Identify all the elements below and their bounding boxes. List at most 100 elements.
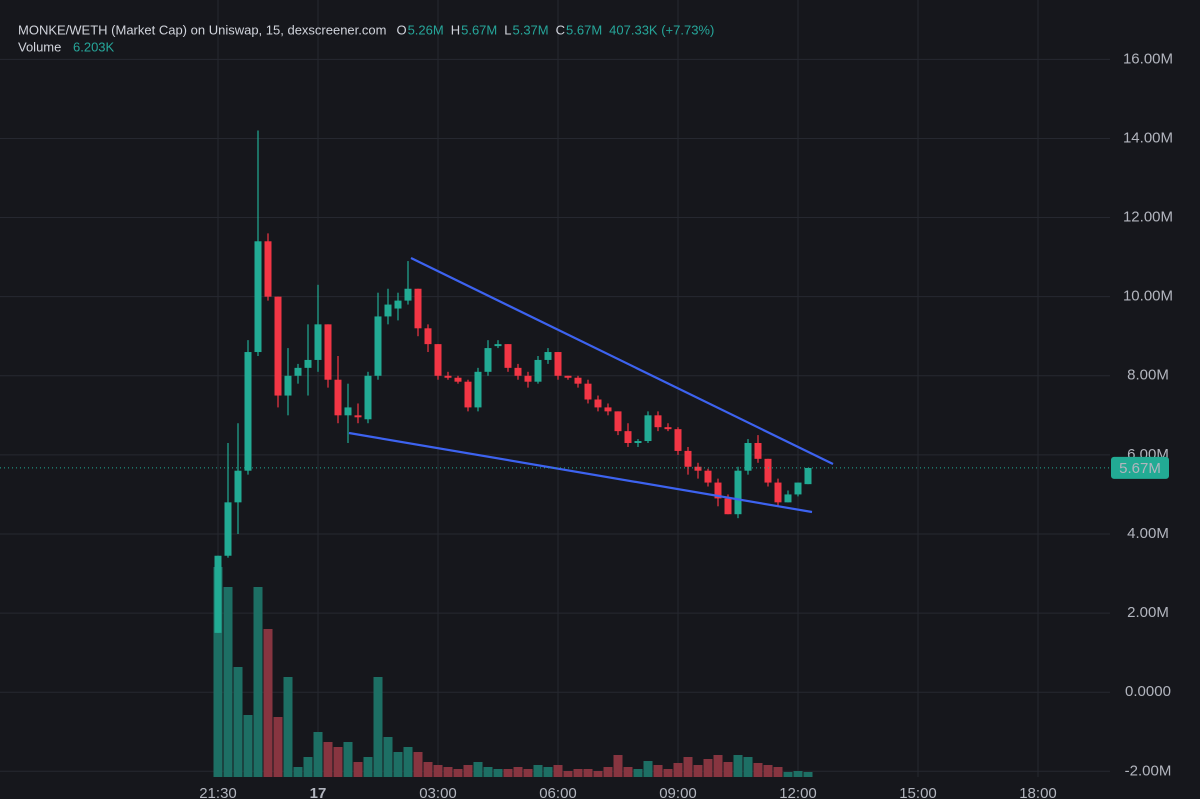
volume-bar bbox=[753, 763, 763, 777]
candle-body bbox=[284, 375, 292, 396]
last-price-label: 5.67M bbox=[1119, 460, 1161, 477]
candle-body bbox=[454, 377, 462, 382]
candle-body bbox=[424, 328, 432, 345]
candle-body bbox=[514, 367, 522, 376]
candle-body bbox=[344, 407, 352, 416]
last-price-box bbox=[1111, 456, 1169, 479]
volume-bar bbox=[383, 737, 393, 777]
candle-body bbox=[354, 415, 362, 418]
volume-bar bbox=[473, 762, 483, 777]
y-tick-label: 10.00M bbox=[1123, 288, 1173, 305]
candle-body bbox=[804, 467, 812, 485]
volume-bar bbox=[703, 759, 713, 777]
axes: 16.00M14.00M12.00M10.00M8.00M6.00M4.00M2… bbox=[0, 50, 1173, 799]
candle-body bbox=[314, 324, 322, 360]
candle-body bbox=[274, 296, 282, 396]
candle-body bbox=[724, 498, 732, 515]
legend-key: L bbox=[504, 22, 511, 37]
volume-bar bbox=[663, 769, 673, 777]
legend-value: 5.37M bbox=[512, 22, 548, 37]
x-tick-label: 09:00 bbox=[659, 785, 697, 799]
volume-bar bbox=[523, 769, 533, 777]
candle-body bbox=[214, 555, 222, 633]
candle-body bbox=[774, 482, 782, 503]
volume-bar bbox=[513, 767, 523, 777]
candle-body bbox=[764, 458, 772, 483]
volume-bar bbox=[333, 747, 343, 777]
volume-bar bbox=[423, 762, 433, 777]
volume-bar bbox=[323, 742, 333, 777]
legend-key: H bbox=[451, 22, 460, 37]
trend-line-lower bbox=[348, 431, 813, 514]
volume-bar bbox=[233, 667, 243, 777]
volume-bar bbox=[603, 767, 613, 777]
candle-body bbox=[784, 494, 792, 503]
volume-bar bbox=[743, 757, 753, 777]
volume-bar bbox=[673, 763, 683, 777]
candle-body bbox=[744, 443, 752, 471]
ohlc-legend: O 5.26M H 5.67M L 5.37M C 5.67M 407.33K (+7.73%) bbox=[396, 22, 714, 37]
candle-body bbox=[414, 288, 422, 329]
volume-bar bbox=[683, 757, 693, 777]
volume-bar bbox=[293, 767, 303, 777]
legend-value: 5.67M bbox=[461, 22, 497, 37]
x-tick-label: 15:00 bbox=[899, 785, 937, 799]
candle-body bbox=[294, 367, 302, 376]
volume-bar bbox=[223, 587, 233, 777]
candle-body bbox=[434, 344, 442, 376]
legend-change: 407.33K (+7.73%) bbox=[609, 22, 714, 37]
volume-bar bbox=[463, 765, 473, 777]
volume-bar bbox=[583, 769, 593, 777]
candle-body bbox=[544, 352, 552, 360]
volume-bar bbox=[263, 629, 273, 777]
candle-body bbox=[624, 431, 632, 444]
volume-bar bbox=[653, 765, 663, 777]
volume-bar bbox=[303, 757, 313, 777]
legend-value: 5.67M bbox=[566, 22, 602, 37]
volume-bar bbox=[403, 747, 413, 777]
volume-bar bbox=[343, 742, 353, 777]
legend-key: C bbox=[556, 22, 565, 37]
volume-bar bbox=[563, 771, 573, 777]
volume-bar bbox=[773, 767, 783, 777]
candle-body bbox=[594, 399, 602, 408]
candle-body bbox=[364, 375, 372, 420]
volume-bar bbox=[413, 752, 423, 777]
candle-body bbox=[394, 300, 402, 309]
volume-bar bbox=[503, 769, 513, 777]
candle-body bbox=[574, 377, 582, 384]
volume-bar bbox=[313, 732, 323, 777]
volume-bar bbox=[283, 677, 293, 777]
volume-bar bbox=[443, 767, 453, 777]
legend-value: 5.26M bbox=[408, 22, 444, 37]
x-tick-label: 06:00 bbox=[539, 785, 577, 799]
candle-body bbox=[554, 352, 562, 376]
candle-body bbox=[234, 470, 242, 503]
volume-bar bbox=[493, 769, 503, 777]
chart-title: MONKE/WETH (Market Cap) on Uniswap, 15, … bbox=[18, 22, 386, 37]
y-tick-label: 12.00M bbox=[1123, 209, 1173, 226]
candle-body bbox=[464, 381, 472, 408]
volume-bar bbox=[553, 765, 563, 777]
volume-bar bbox=[723, 762, 733, 777]
candle-body bbox=[474, 371, 482, 408]
y-tick-label: 2.00M bbox=[1127, 604, 1169, 621]
volume-bar bbox=[433, 765, 443, 777]
volume-bar bbox=[393, 752, 403, 777]
y-tick-label: -2.00M bbox=[1125, 762, 1172, 779]
legend-key: O bbox=[396, 22, 406, 37]
candle-body bbox=[304, 359, 312, 368]
x-tick-label: 18:00 bbox=[1019, 785, 1057, 799]
volume-bar bbox=[363, 757, 373, 777]
candle-body bbox=[604, 407, 612, 412]
trend-line-upper bbox=[410, 257, 834, 465]
volume-value: 6.203K bbox=[73, 39, 115, 54]
volume-bar bbox=[243, 715, 253, 777]
volume-bar bbox=[643, 761, 653, 777]
volume-bar bbox=[713, 755, 723, 777]
volume-bar bbox=[453, 769, 463, 777]
candle-body bbox=[704, 470, 712, 483]
volume-bars bbox=[213, 567, 813, 777]
volume-bar bbox=[623, 767, 633, 777]
candle-body bbox=[684, 450, 692, 467]
